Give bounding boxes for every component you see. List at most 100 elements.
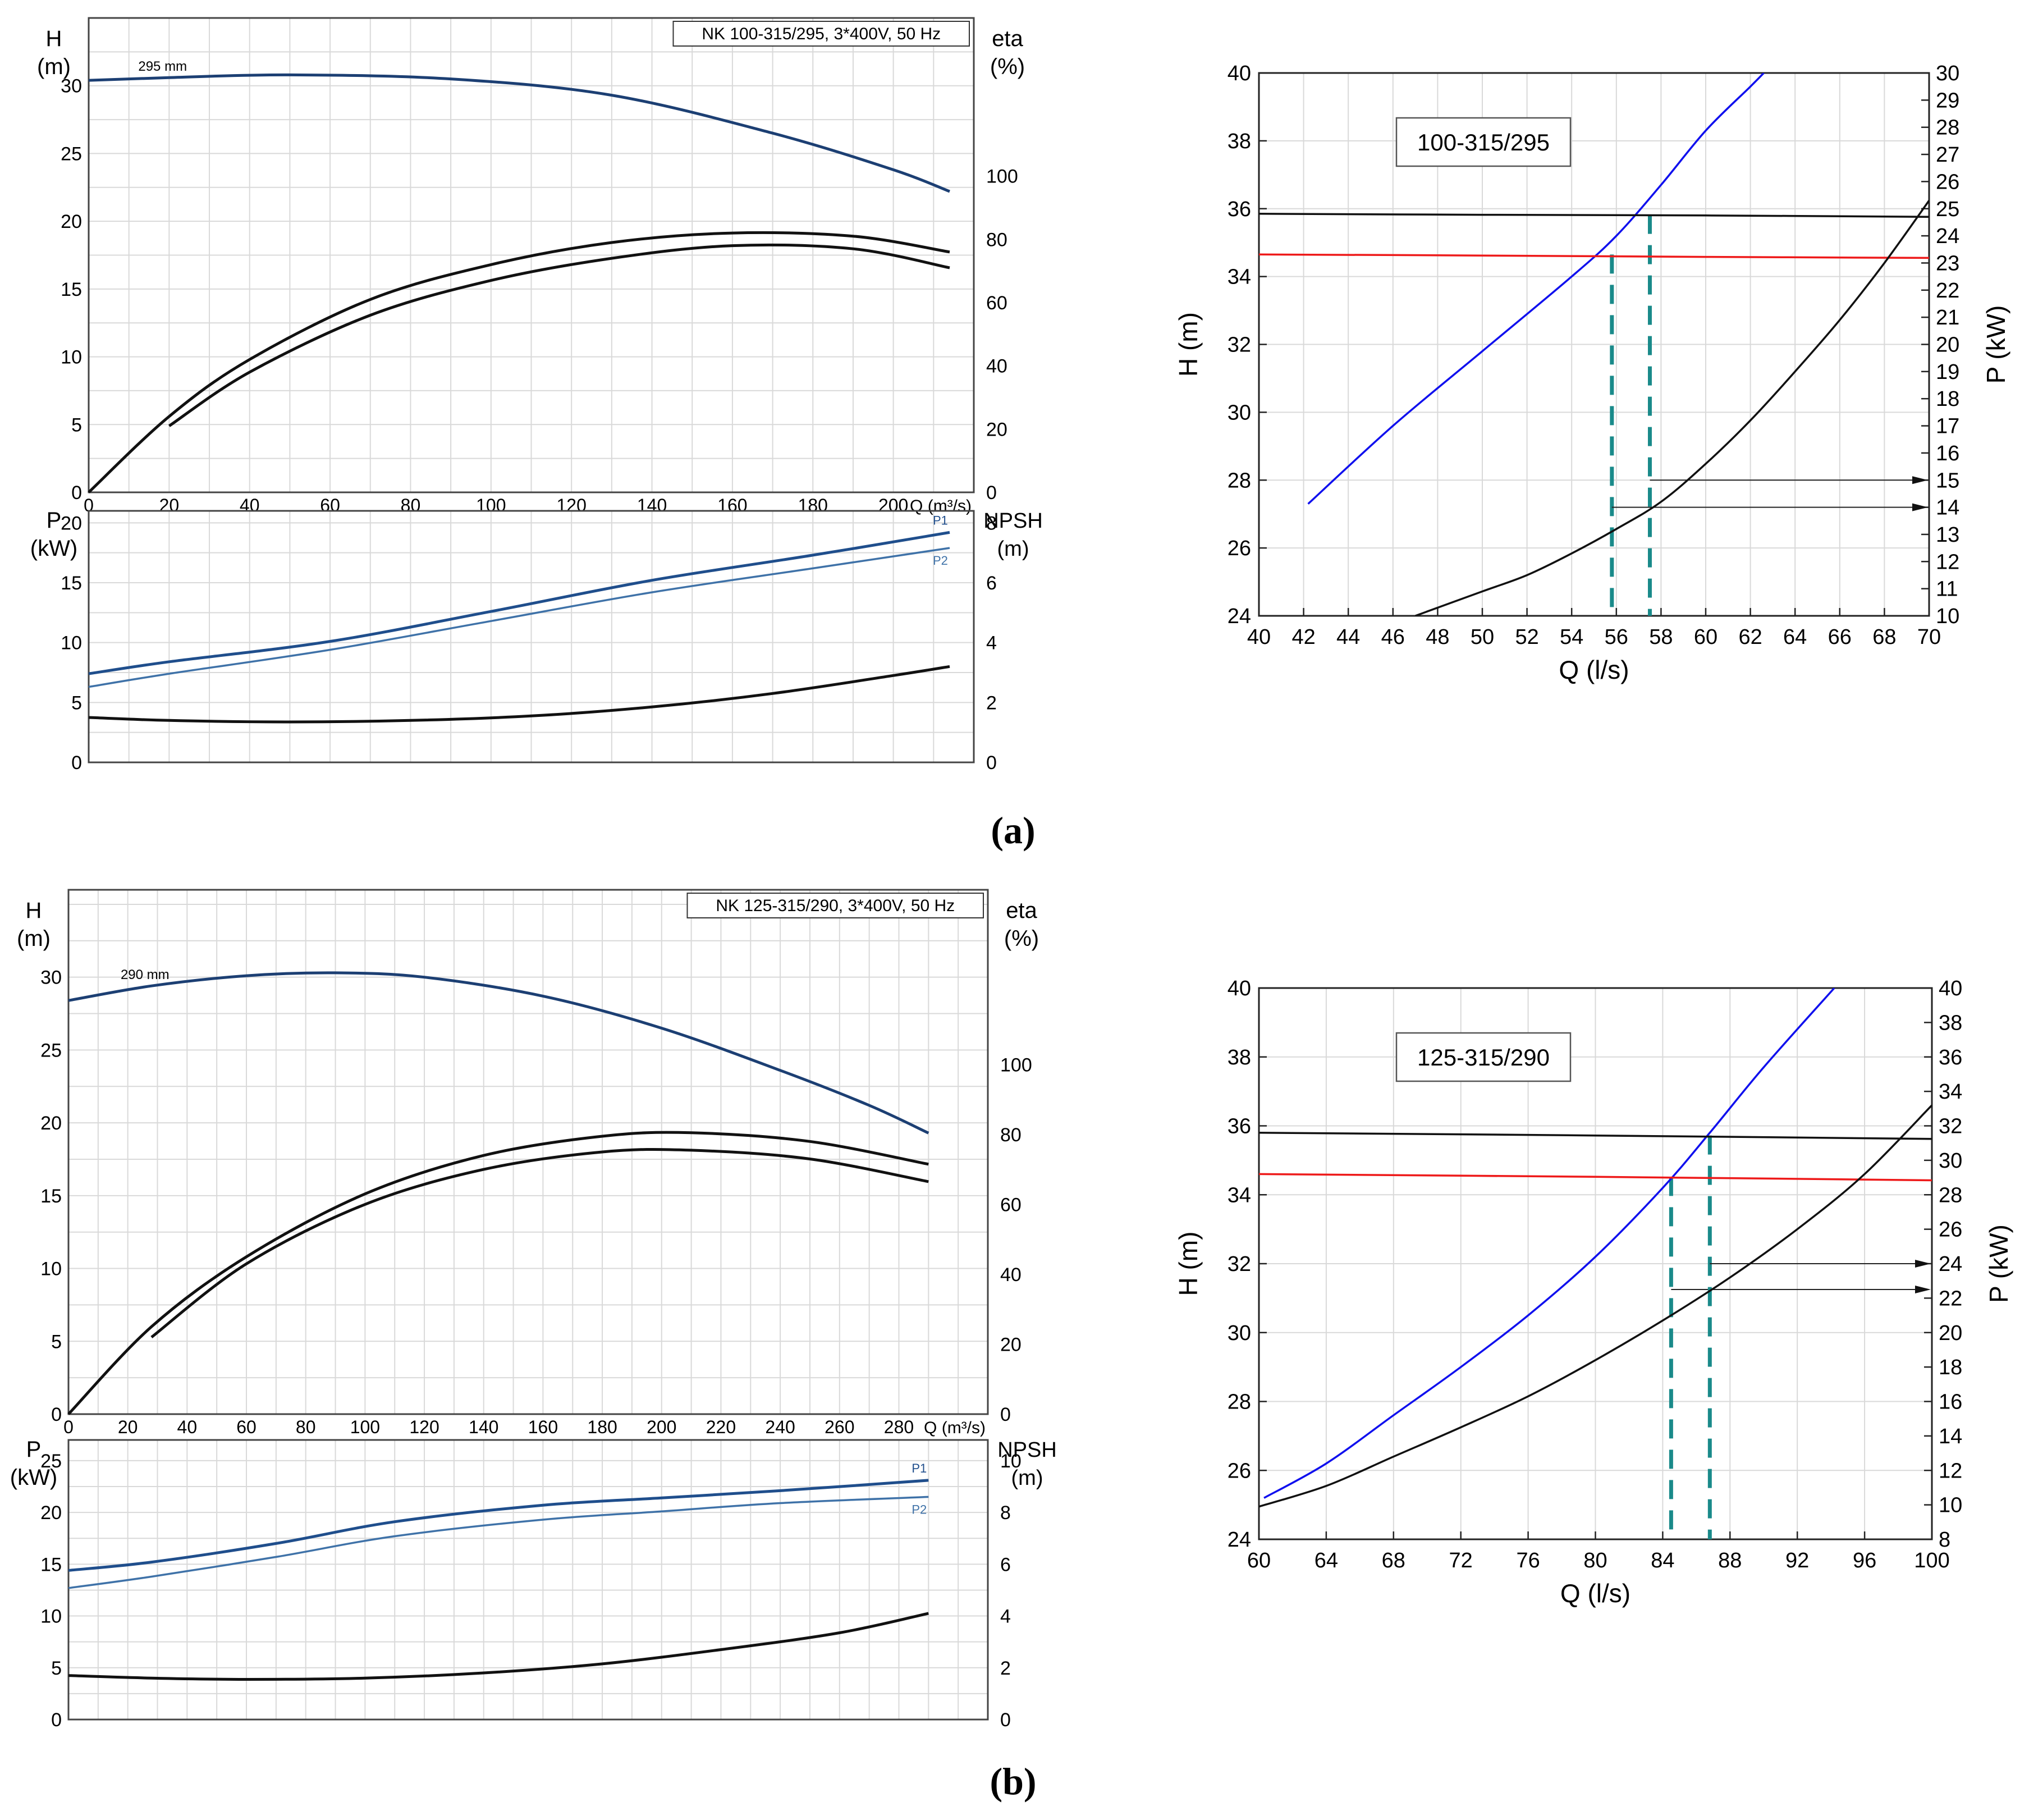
- y-tick-label: 5: [71, 414, 82, 436]
- x-tick-label: 66: [1828, 625, 1852, 649]
- y2-tick-label: 20: [1939, 1321, 1962, 1345]
- npsh-tick-label: 2: [1000, 1658, 1011, 1679]
- y-tick-label: 0: [71, 482, 82, 504]
- y2-tick-label: 11: [1936, 578, 1958, 601]
- bottom-plot-frame: [67, 1439, 989, 1721]
- arrow-head: [1915, 1260, 1931, 1268]
- curve-h: [68, 971, 929, 1135]
- curve-pump-head-2: [1259, 1173, 1932, 1182]
- curve-p2: [68, 1496, 929, 1589]
- y-tick-label: 36: [1228, 198, 1251, 221]
- series-label-p1: P1: [912, 1461, 927, 1475]
- series-label-p2: P2: [933, 554, 948, 568]
- y2-tick-label: 26: [1939, 1218, 1962, 1242]
- x-tick-label: 84: [1651, 1549, 1674, 1572]
- arrow-head: [1915, 1286, 1931, 1294]
- title-box: [686, 893, 984, 918]
- y2-tick-label: 18: [1936, 387, 1959, 411]
- y2-tick-label: 26: [1936, 170, 1959, 194]
- p-tick-label: 5: [51, 1658, 62, 1679]
- y2-tick-label: 12: [1936, 550, 1959, 574]
- y2-tick-label: 20: [1000, 1334, 1022, 1355]
- y2-tick-label: 17: [1936, 415, 1959, 438]
- y-tick-label: 34: [1228, 1183, 1251, 1207]
- y-tick-label: 38: [1228, 1046, 1251, 1069]
- y2-axis-unit: (%): [990, 54, 1025, 79]
- p-axis-unit: (kW): [10, 1465, 57, 1490]
- x-tick-label: 92: [1785, 1549, 1809, 1572]
- x-tick-label: 40: [177, 1417, 198, 1437]
- y2-tick-label: 19: [1936, 360, 1959, 384]
- x-tick-label: 48: [1426, 625, 1449, 649]
- chart-title: 125-315/290: [1417, 1044, 1550, 1071]
- y-tick-label: 30: [40, 967, 62, 989]
- y-tick-label: 26: [1228, 1459, 1251, 1483]
- y-tick-label: 10: [40, 1259, 62, 1280]
- y-axis-label: H: [26, 898, 42, 923]
- y2-tick-label: 13: [1936, 523, 1959, 547]
- x-tick-label: 70: [1917, 625, 1941, 649]
- y2-tick-label: 14: [1936, 496, 1959, 520]
- panel-label-b: (b): [990, 1760, 1036, 1803]
- title-box: [1395, 1032, 1572, 1082]
- y-tick-label: 10: [61, 347, 82, 368]
- y-tick-label: 38: [1228, 130, 1251, 153]
- y2-axis-unit: (%): [1004, 926, 1039, 951]
- title-box: [1395, 117, 1572, 167]
- y-tick-label: 36: [1228, 1115, 1251, 1138]
- series-label-p2: P2: [912, 1502, 927, 1516]
- y2-tick-label: 28: [1939, 1183, 1962, 1207]
- y-axis-unit: (m): [17, 926, 51, 951]
- p-axis-unit: (kW): [30, 536, 77, 561]
- x-tick-label: 96: [1853, 1549, 1876, 1572]
- x-tick-label: 42: [1291, 625, 1315, 649]
- x-tick-label: 100: [1914, 1549, 1949, 1572]
- y2-tick-label: 22: [1936, 279, 1959, 303]
- plot-area: [1259, 73, 1929, 616]
- y2-tick-label: 80: [986, 229, 1007, 250]
- x-tick-label: 58: [1649, 625, 1673, 649]
- y-axis-label: H: [46, 26, 62, 51]
- x-tick-label: 60: [1247, 1549, 1271, 1572]
- curve-eta-lower-: [168, 243, 950, 427]
- x-tick-label: 52: [1515, 625, 1538, 649]
- curve-pump-head-1: [1259, 213, 1929, 218]
- plot-area: [1259, 988, 1932, 1539]
- arrow-head: [1912, 476, 1928, 484]
- x-tick-label: 50: [1471, 625, 1494, 649]
- y-tick-label: 30: [61, 76, 82, 97]
- x-axis-label: Q (m³/s): [910, 497, 972, 515]
- y2-tick-label: 15: [1936, 469, 1959, 492]
- y2-tick-label: 60: [986, 292, 1007, 314]
- y2-tick-label: 100: [1000, 1054, 1032, 1076]
- y-tick-label: 15: [40, 1186, 62, 1207]
- y2-tick-label: 29: [1936, 89, 1959, 112]
- y-axis-label: H (m): [1174, 1232, 1203, 1296]
- p-tick-label: 25: [40, 1451, 62, 1472]
- y-tick-label: 34: [1228, 266, 1251, 289]
- curve-eta-lower-: [150, 1147, 929, 1338]
- x-axis-label: Q (l/s): [1560, 1579, 1630, 1608]
- y2-axis-label: P (kW): [1981, 305, 2010, 384]
- chart-title: NK 125-315/290, 3*400V, 50 Hz: [716, 897, 955, 915]
- p-tick-label: 10: [61, 633, 82, 654]
- npsh-tick-label: 0: [1000, 1709, 1011, 1731]
- npsh-tick-label: 8: [986, 513, 997, 534]
- p-tick-label: 0: [51, 1709, 62, 1731]
- x-axis-label: Q (l/s): [1559, 655, 1629, 684]
- y2-tick-label: 0: [986, 482, 997, 504]
- p-tick-label: 15: [40, 1554, 62, 1575]
- npsh-tick-label: 2: [986, 692, 997, 714]
- y2-tick-label: 34: [1939, 1080, 1962, 1104]
- curve-p2: [88, 547, 950, 688]
- x-tick-label: 68: [1872, 625, 1896, 649]
- y-tick-label: 26: [1228, 537, 1251, 560]
- x-tick-label: 20: [118, 1417, 138, 1437]
- y2-tick-label: 80: [1000, 1124, 1022, 1146]
- y2-tick-label: 20: [1936, 333, 1959, 357]
- y-tick-label: 24: [1228, 605, 1251, 628]
- y2-tick-label: 10: [1939, 1494, 1962, 1517]
- x-tick-label: 260: [825, 1417, 854, 1437]
- y2-tick-label: 38: [1939, 1011, 1962, 1035]
